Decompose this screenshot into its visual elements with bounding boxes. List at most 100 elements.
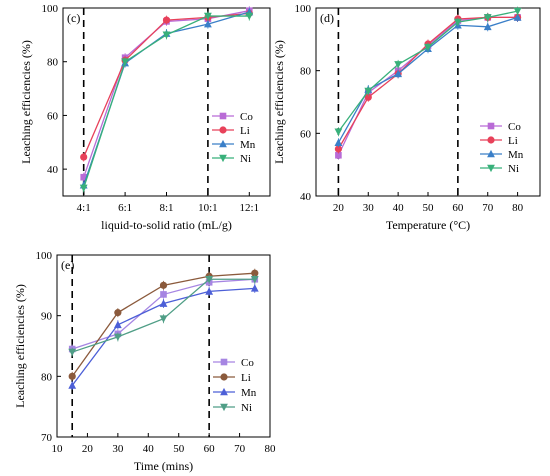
data-point-ni [483, 14, 492, 22]
x-tick-label: 50 [423, 202, 435, 214]
data-point-mn [250, 284, 259, 292]
legend-marker-ni [220, 403, 228, 412]
x-tick-label: 20 [333, 202, 345, 214]
data-point-co [160, 291, 167, 298]
data-point-mn [68, 381, 77, 389]
legend-label-ni: Ni [508, 163, 519, 175]
x-tick-label: 8:1 [159, 202, 173, 214]
x-tick-label: 80 [512, 202, 524, 214]
data-point-ni [113, 333, 122, 341]
legend-marker-co [219, 112, 227, 120]
data-point-li [162, 16, 171, 24]
chart-panel-2: 70 80 90 100 10 20 30 40 50 60 70 80 (e) Time (mins) L… [13, 250, 276, 473]
x-tick-label: 20 [82, 443, 94, 455]
x-tick-label: 60 [204, 443, 216, 455]
y-axis-label: Leaching efficiencies (%) [272, 40, 286, 164]
data-point-ni [79, 184, 88, 193]
legend-label-mn: Mn [508, 149, 524, 161]
data-point-mn [204, 20, 212, 28]
data-point-ni [159, 315, 168, 323]
x-tick-label: 50 [173, 443, 185, 455]
data-point-mn [113, 320, 122, 329]
data-point-ni [364, 87, 373, 96]
legend-label-mn: Mn [241, 387, 257, 399]
data-point-ni [121, 58, 129, 66]
data-point-li [334, 145, 342, 153]
series-line-ni [83, 15, 250, 189]
data-point-ni [334, 128, 343, 136]
legend-label-mn: Mn [240, 139, 256, 151]
y-tick-label: 40 [47, 164, 59, 176]
data-point-li [68, 372, 76, 380]
data-point-co [80, 173, 87, 181]
x-tick-label: 12:1 [240, 202, 260, 214]
x-tick-label: 40 [143, 443, 155, 455]
data-point-li [159, 281, 168, 289]
x-tick-label: 70 [234, 443, 246, 455]
data-point-ni [424, 43, 432, 52]
data-point-ni [205, 275, 214, 284]
y-tick-label: 100 [36, 250, 53, 262]
y-tick-label: 80 [41, 371, 53, 383]
legend-marker-li [219, 126, 227, 134]
data-point-li [364, 93, 372, 101]
y-tick-label: 40 [300, 191, 312, 203]
legend-label-co: Co [240, 111, 253, 123]
data-point-ni [204, 12, 212, 21]
legend-marker-co [487, 122, 495, 130]
y-tick-label: 80 [47, 57, 59, 69]
y-tick-label: 90 [41, 311, 53, 323]
data-point-mn [394, 69, 403, 78]
panel-label: (d) [320, 11, 334, 25]
x-tick-label: 6:1 [118, 202, 132, 214]
data-point-ni [513, 7, 522, 16]
plot-frame [315, 7, 541, 197]
data-point-ni [394, 61, 403, 69]
data-point-li [251, 269, 259, 277]
x-axis-label: Temperature (°C) [386, 218, 470, 232]
legend-label-co: Co [508, 121, 521, 133]
data-point-mn [205, 287, 214, 295]
data-point-ni [162, 31, 171, 39]
x-tick-label: 30 [112, 443, 124, 455]
legend-marker-co [220, 358, 228, 366]
data-point-ni [245, 12, 254, 21]
y-tick-label: 70 [41, 432, 53, 444]
data-point-co [335, 151, 342, 159]
x-tick-label: 4:1 [77, 202, 91, 214]
chart-panel-1: 40 60 80 100 20 30 40 50 60 70 80 (d) Temperature (°… [272, 3, 541, 232]
data-point-mn [513, 13, 522, 21]
x-tick-label: 10:1 [198, 202, 218, 214]
legend-marker-ni [487, 164, 495, 173]
data-point-ni [453, 18, 462, 27]
legend-marker-ni [219, 154, 227, 163]
legend-marker-mn [487, 149, 495, 158]
legend-marker-mn [219, 139, 227, 148]
legend-marker-li [220, 373, 228, 381]
data-point-mn [334, 138, 343, 147]
y-tick-label: 60 [47, 110, 59, 122]
legend-label-li: Li [241, 372, 251, 384]
x-tick-label: 70 [482, 202, 494, 214]
chart-panel-0: 40 60 80 100 4:1 6:1 8:1 10:1 12:1 (c) liquid-to-s… [19, 3, 271, 232]
data-point-ni [250, 275, 259, 284]
data-point-mn [159, 299, 168, 307]
legend-label-ni: Ni [240, 153, 251, 165]
x-tick-label: 30 [363, 202, 375, 214]
legend-label-li: Li [508, 135, 518, 147]
y-tick-label: 80 [300, 66, 312, 78]
data-point-ni [68, 348, 77, 357]
legend-marker-li [487, 136, 495, 144]
x-tick-label: 40 [393, 202, 405, 214]
legend-label-li: Li [240, 125, 250, 137]
x-tick-label: 80 [265, 443, 277, 455]
y-axis-label: Leaching efficiencies (%) [13, 284, 27, 408]
legend: Co Li Mn Ni [480, 121, 524, 175]
panel-label: (c) [67, 11, 80, 25]
x-tick-label: 60 [452, 202, 464, 214]
data-point-li [114, 309, 122, 317]
data-point-li [80, 153, 88, 161]
legend-label-ni: Ni [241, 402, 252, 414]
legend-label-co: Co [241, 357, 254, 369]
